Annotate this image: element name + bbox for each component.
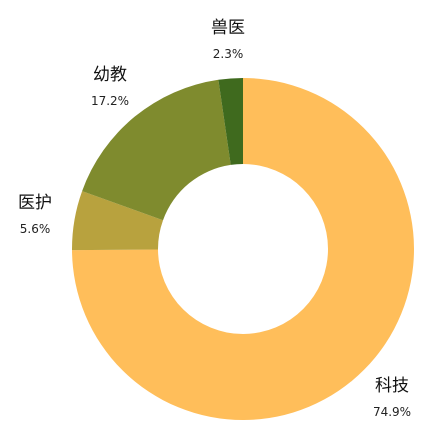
slice-shouyi bbox=[218, 78, 243, 165]
label-category-shouyi: 兽医 bbox=[211, 18, 245, 38]
label-category-youjiao: 幼教 bbox=[93, 65, 127, 85]
labels-group: 科技 74.9% 医护 5.6% 幼教 17.2% 兽医 2.3% bbox=[18, 18, 411, 419]
slice-yihu bbox=[72, 191, 164, 251]
label-value-yihu: 5.6% bbox=[20, 222, 51, 236]
label-value-youjiao: 17.2% bbox=[91, 94, 129, 108]
label-value-shouyi: 2.3% bbox=[213, 47, 244, 61]
label-category-yihu: 医护 bbox=[18, 193, 52, 213]
label-value-keji: 74.9% bbox=[373, 405, 411, 419]
slices-group bbox=[72, 78, 415, 421]
slice-youjiao bbox=[82, 79, 231, 221]
slice-keji bbox=[72, 78, 415, 421]
label-category-keji: 科技 bbox=[375, 376, 409, 396]
